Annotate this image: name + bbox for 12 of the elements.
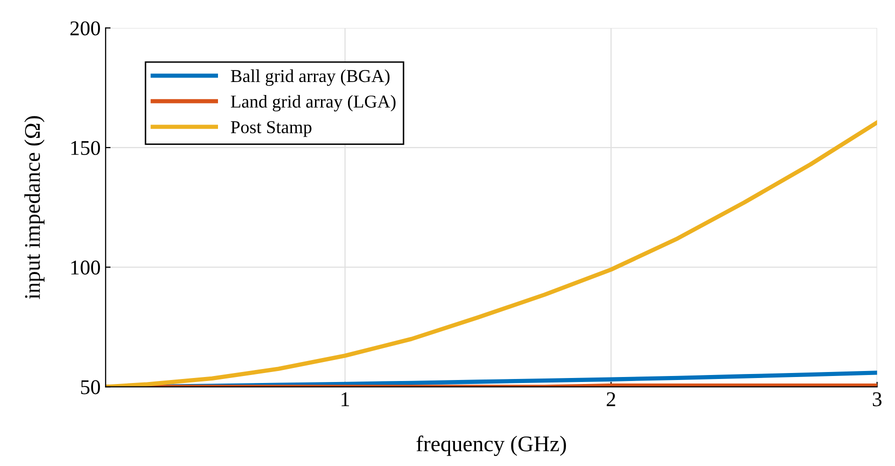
- y-tick-label: 200: [70, 21, 100, 36]
- x-tick-label: 1: [342, 392, 349, 406]
- x-tick-label: 2: [606, 392, 616, 406]
- legend-label: Post Stamp: [230, 121, 312, 137]
- y-tick-label: 50: [81, 380, 100, 394]
- y-axis-title: input impedance (Ω): [24, 116, 44, 300]
- x-tick-label: 3: [872, 392, 882, 406]
- y-tick-label: 150: [71, 140, 100, 155]
- legend-label: Land grid array (LGA): [230, 95, 396, 112]
- x-axis-title: frequency (GHz): [416, 436, 566, 456]
- y-tick-label: 100: [71, 260, 100, 275]
- legend-label: Ball grid array (BGA): [230, 69, 390, 86]
